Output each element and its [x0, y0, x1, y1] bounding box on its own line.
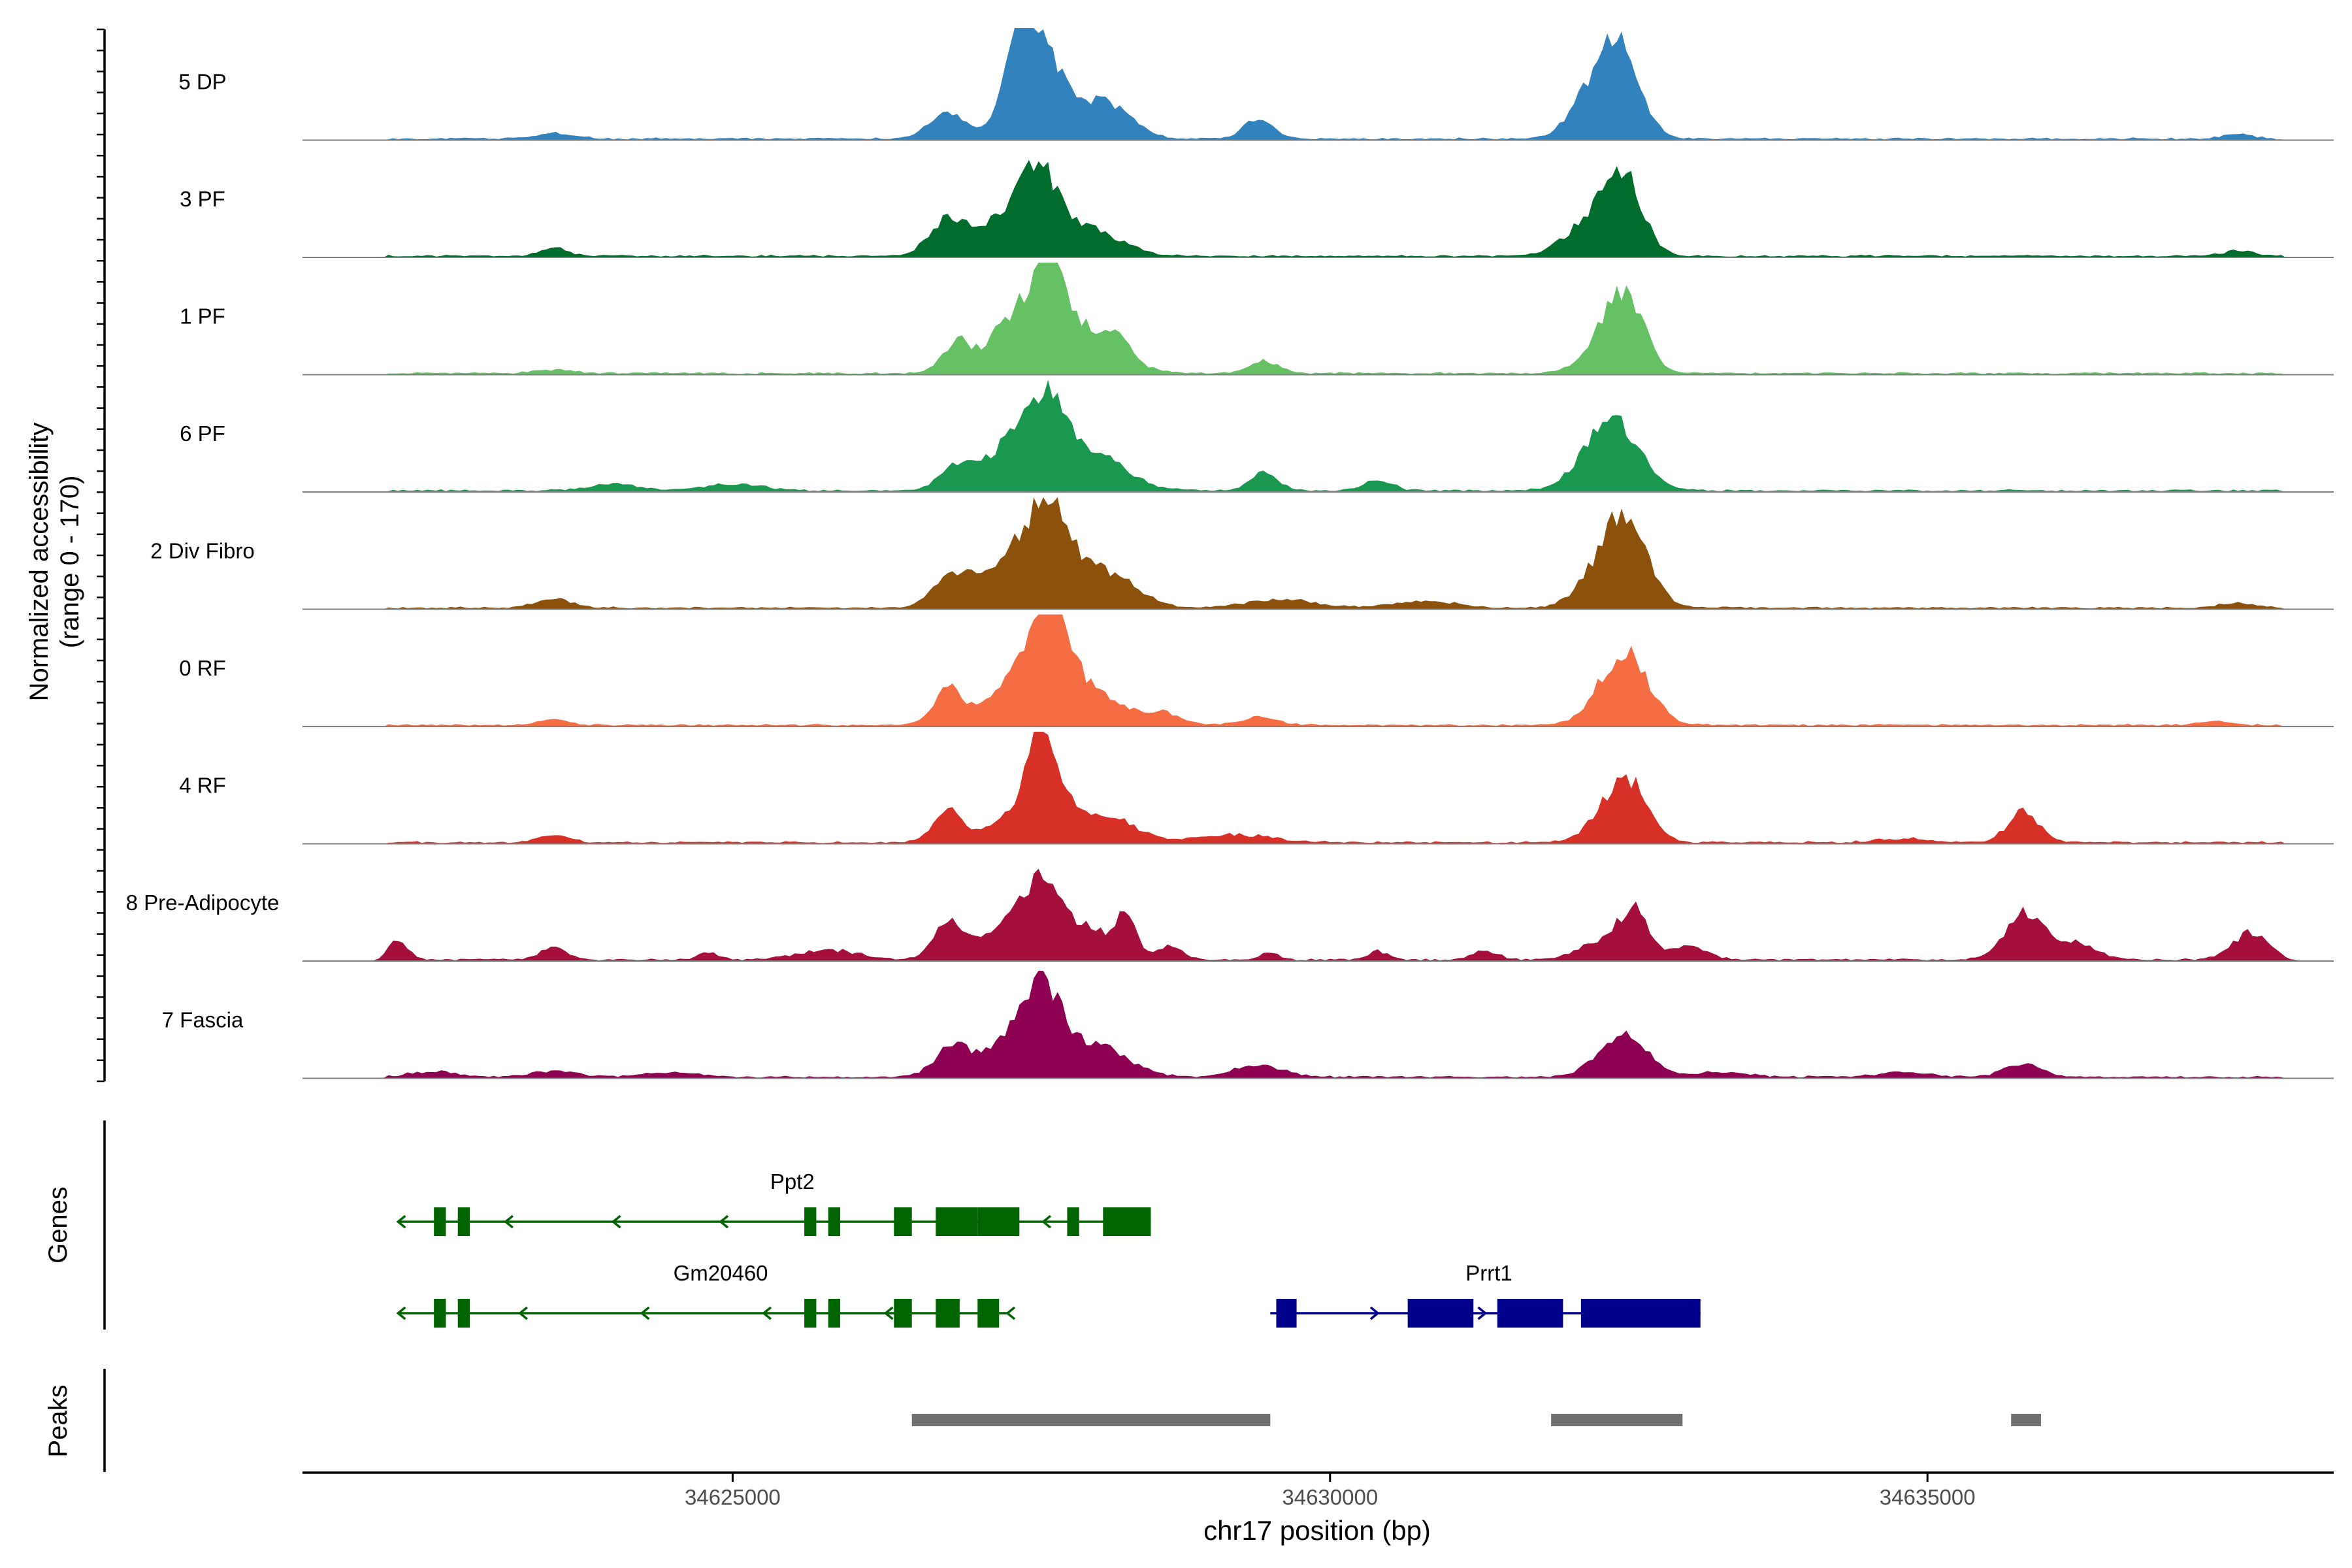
track: 7 Fascia: [162, 970, 2334, 1079]
strand-arrow: [396, 1306, 406, 1320]
strand-arrow: [762, 1306, 772, 1320]
x-axis-title: chr17 position (bp): [1203, 1515, 1431, 1546]
coverage-area: [302, 732, 2334, 844]
exon: [457, 1207, 470, 1236]
exon: [804, 1207, 817, 1236]
exon: [977, 1207, 1020, 1236]
coverage-area: [302, 28, 2334, 140]
exon: [434, 1207, 446, 1236]
exon: [936, 1299, 960, 1328]
track-label: 8 Pre-Adipocyte: [126, 890, 280, 915]
strand-arrow: [883, 1306, 894, 1320]
y-axis-title: Normalized accessibility: [25, 423, 54, 702]
exon: [434, 1299, 446, 1328]
strand-arrow: [719, 1215, 729, 1229]
track: 5 DP: [178, 28, 2334, 141]
strand-arrow: [396, 1215, 406, 1229]
track-label: 4 RF: [179, 774, 226, 798]
track: 3 PF: [180, 159, 2334, 258]
gene: Gm20460: [396, 1261, 1016, 1328]
coverage-area: [302, 380, 2334, 492]
exon: [936, 1207, 978, 1236]
exon: [1497, 1299, 1563, 1328]
exon: [894, 1299, 912, 1328]
coverage-area: [302, 263, 2334, 375]
exon: [1067, 1207, 1079, 1236]
track: 1 PF: [180, 263, 2334, 376]
gene: Ppt2: [396, 1169, 1151, 1236]
gene-label: Gm20460: [674, 1261, 768, 1285]
coverage-area: [302, 868, 2334, 961]
track-label: 2 Div Fibro: [150, 539, 255, 563]
exon: [1103, 1207, 1151, 1236]
exon: [894, 1207, 912, 1236]
coverage-tracks: 5 DP 3 PF 1 PF 6 PF 2 Div Fibro 0 RF 4 RF 8 Pre…: [126, 28, 2334, 1079]
coverage-area: [302, 497, 2334, 610]
x-tick-label: 34625000: [685, 1485, 781, 1509]
strand-arrow: [611, 1215, 621, 1229]
track-label: 7 Fascia: [162, 1008, 244, 1032]
track-label: 0 RF: [179, 656, 226, 680]
track: 2 Div Fibro: [150, 497, 2334, 610]
track-label: 3 PF: [180, 187, 225, 211]
strand-arrow: [1041, 1215, 1051, 1229]
peaks-track: [911, 1414, 2041, 1426]
track: 8 Pre-Adipocyte: [126, 868, 2334, 962]
gene-annotation-track: Ppt2 Gm20460 Prrt1: [396, 1169, 1701, 1328]
strand-arrow: [1369, 1306, 1380, 1320]
exon: [828, 1299, 840, 1328]
exon: [977, 1299, 1000, 1328]
exon: [1276, 1299, 1297, 1328]
strand-arrow: [1477, 1306, 1488, 1320]
x-tick-label: 34630000: [1282, 1485, 1378, 1509]
axes: 34625000 34630000 34635000: [97, 28, 2334, 1509]
track-label: 1 PF: [180, 304, 225, 329]
strand-arrow: [1005, 1306, 1016, 1320]
x-tick-label: 34635000: [1880, 1485, 1976, 1509]
coverage-area: [302, 970, 2334, 1079]
peaks-track-label: Peaks: [44, 1384, 73, 1457]
exon: [1407, 1299, 1474, 1328]
track: 6 PF: [180, 380, 2334, 493]
strand-arrow: [504, 1215, 514, 1229]
track: 4 RF: [179, 732, 2334, 845]
peak-region: [2011, 1414, 2041, 1426]
strand-arrow: [518, 1306, 528, 1320]
track-label: 6 PF: [180, 421, 225, 446]
exon: [457, 1299, 470, 1328]
gene: Prrt1: [1270, 1261, 1701, 1328]
gene-label: Ppt2: [770, 1169, 815, 1194]
peak-region: [1551, 1414, 1683, 1426]
y-axis-range-label: (range 0 - 170): [56, 476, 84, 649]
exon: [828, 1207, 840, 1236]
exon: [804, 1299, 817, 1328]
coverage-area: [302, 614, 2334, 727]
track-label: 5 DP: [178, 70, 226, 94]
gene-label: Prrt1: [1465, 1261, 1512, 1285]
coverage-area: [302, 159, 2334, 257]
peak-region: [911, 1414, 1271, 1426]
exon: [1580, 1299, 1701, 1328]
genes-track-label: Genes: [44, 1186, 73, 1264]
track: 0 RF: [179, 614, 2334, 727]
strand-arrow: [640, 1306, 650, 1320]
